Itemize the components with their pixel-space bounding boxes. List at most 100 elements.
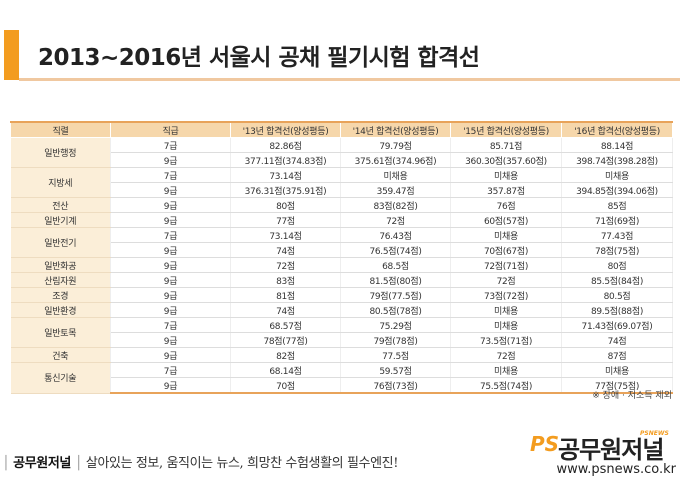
- score-cell-y16: 78점(75점): [561, 242, 673, 258]
- score-cell-y15: 360.30점(357.60점): [450, 152, 562, 168]
- table-row: 일반기계 9급 77점 72점 60점(57점) 71점(69점): [10, 212, 673, 228]
- score-cell-y14: 미채용: [340, 167, 451, 183]
- grade-cell: 9급: [110, 302, 231, 318]
- score-cell-y13: 77점: [230, 212, 341, 228]
- score-cell-y14: 76.5점(74점): [340, 242, 451, 258]
- results-table: 직렬 직급 '13년 합격선(양성평등) '14년 합격선(양성평등) '15년…: [10, 121, 673, 394]
- score-cell-y14: 80.5점(78점): [340, 302, 451, 318]
- score-cell-y13: 78점(77점): [230, 332, 341, 348]
- score-cell-y16: 80점: [561, 257, 673, 273]
- score-cell-y13: 70점: [230, 377, 341, 394]
- title-accent-bar: [4, 30, 19, 80]
- score-cell-y16: 88.14점: [561, 137, 673, 153]
- score-cell-y15: 미채용: [450, 302, 562, 318]
- score-cell-y13: 82점: [230, 347, 341, 363]
- table-row: 일반환경 9급 74점 80.5점(78점) 미채용 89.5점(88점): [10, 302, 673, 318]
- grade-cell: 9급: [110, 332, 231, 348]
- score-cell-y15: 75.5점(74점): [450, 377, 562, 394]
- score-cell-y13: 81점: [230, 287, 341, 303]
- role-cell: 일반기계: [10, 212, 111, 228]
- grade-cell: 7급: [110, 167, 231, 183]
- score-cell-y15: 미채용: [450, 362, 562, 378]
- score-cell-y16: 398.74점(398.28점): [561, 152, 673, 168]
- score-cell-y13: 68.14점: [230, 362, 341, 378]
- role-cell: 조경: [10, 287, 111, 303]
- score-cell-y15: 72점: [450, 347, 562, 363]
- role-cell: 일반토목: [10, 317, 111, 348]
- header-cell-role: 직렬: [10, 121, 111, 138]
- logo-sub: PSNEWS: [640, 430, 669, 437]
- header-cell-2013: '13년 합격선(양성평등): [230, 121, 341, 138]
- grade-cell: 7급: [110, 362, 231, 378]
- role-cell: 통신기술: [10, 362, 111, 394]
- role-cell: 일반화공: [10, 257, 111, 273]
- score-cell-y16: 394.85점(394.06점): [561, 182, 673, 198]
- footer-separator: │: [74, 456, 83, 471]
- role-cell: 지방세: [10, 167, 111, 198]
- score-cell-y15: 357.87점: [450, 182, 562, 198]
- table-row: 산림자원 9급 83점 81.5점(80점) 72점 85.5점(84점): [10, 272, 673, 288]
- score-cell-y14: 77.5점: [340, 347, 451, 363]
- role-cell: 일반전기: [10, 227, 111, 258]
- title-underline: [19, 78, 680, 81]
- table-row: 전산 9급 80점 83점(82점) 76점 85점: [10, 197, 673, 213]
- score-cell-y13: 73.14점: [230, 227, 341, 243]
- score-cell-y13: 377.11점(374.83점): [230, 152, 341, 168]
- score-cell-y14: 81.5점(80점): [340, 272, 451, 288]
- score-cell-y16: 89.5점(88점): [561, 302, 673, 318]
- score-cell-y15: 76점: [450, 197, 562, 213]
- grade-cell: 9급: [110, 212, 231, 228]
- score-cell-y13: 376.31점(375.91점): [230, 182, 341, 198]
- table-row: 9급 74점 76.5점(74점) 70점(67점) 78점(75점): [11, 242, 673, 258]
- table-body: 일반행정 7급 82.86점 79.79점 85.71점 88.14점 9급 377.11점(…: [10, 137, 673, 394]
- role-cell: 산림자원: [10, 272, 111, 288]
- score-cell-y13: 72점: [230, 257, 341, 273]
- table-row: 건축 9급 82점 77.5점 72점 87점: [10, 347, 673, 363]
- score-cell-y16: 80.5점: [561, 287, 673, 303]
- score-cell-y14: 79점(77.5점): [340, 287, 451, 303]
- score-cell-y16: 87점: [561, 347, 673, 363]
- grade-cell: 9급: [110, 287, 231, 303]
- table-row: 9급 376.31점(375.91점) 359.47점 357.87점 394.85점(…: [11, 182, 673, 198]
- header-cell-2016: '16년 합격선(양성평등): [561, 121, 673, 138]
- score-cell-y16: 85.5점(84점): [561, 272, 673, 288]
- score-cell-y15: 72점: [450, 272, 562, 288]
- score-cell-y13: 74점: [230, 242, 341, 258]
- grade-cell: 7급: [110, 317, 231, 333]
- logo-name: 공무원저널: [558, 436, 664, 464]
- header-row: 직렬 직급 '13년 합격선(양성평등) '14년 합격선(양성평등) '15년…: [10, 121, 673, 138]
- table-row: 9급 70점 76점(73점) 75.5점(74점) 77점(75점): [11, 377, 673, 394]
- table-row: 지방세 7급 73.14점 미채용 미채용 미채용: [10, 167, 673, 198]
- score-cell-y16: 85점: [561, 197, 673, 213]
- score-cell-y16: 미채용: [561, 167, 673, 183]
- score-cell-y15: 73.5점(71점): [450, 332, 562, 348]
- score-cell-y16: 77점(75점): [561, 377, 673, 394]
- score-cell-y14: 76.43점: [340, 227, 451, 243]
- table-row: 일반토목 7급 68.57점 75.29점 미채용 71.43점(69.07점): [10, 317, 673, 348]
- score-cell-y15: 미채용: [450, 227, 562, 243]
- site-url: www.psnews.co.kr: [556, 462, 676, 477]
- table-row: 통신기술 7급 68.14점 59.57점 미채용 미채용: [10, 362, 673, 394]
- table-row: 조경 9급 81점 79점(77.5점) 73점(72점) 80.5점: [10, 287, 673, 303]
- score-cell-y14: 359.47점: [340, 182, 451, 198]
- footer-separator: │: [2, 456, 10, 471]
- header-cell-2015: '15년 합격선(양성평등): [450, 121, 562, 138]
- score-cell-y13: 74점: [230, 302, 341, 318]
- table-row: 9급 78점(77점) 79점(78점) 73.5점(71점) 74점: [11, 332, 673, 348]
- score-cell-y15: 60점(57점): [450, 212, 562, 228]
- score-cell-y14: 83점(82점): [340, 197, 451, 213]
- score-cell-y14: 76점(73점): [340, 377, 451, 394]
- score-cell-y16: 74점: [561, 332, 673, 348]
- score-cell-y13: 83점: [230, 272, 341, 288]
- grade-cell: 9급: [110, 347, 231, 363]
- score-cell-y16: 77.43점: [561, 227, 673, 243]
- table-row: 일반전기 7급 73.14점 76.43점 미채용 77.43점: [10, 227, 673, 258]
- grade-cell: 9급: [110, 182, 231, 198]
- score-cell-y15: 85.71점: [450, 137, 562, 153]
- role-cell: 일반환경: [10, 302, 111, 318]
- score-cell-y15: 미채용: [450, 167, 562, 183]
- score-cell-y13: 68.57점: [230, 317, 341, 333]
- grade-cell: 9급: [110, 152, 231, 168]
- footer-brand: 공무원저널: [13, 456, 71, 471]
- header-cell-grade: 직급: [110, 121, 231, 138]
